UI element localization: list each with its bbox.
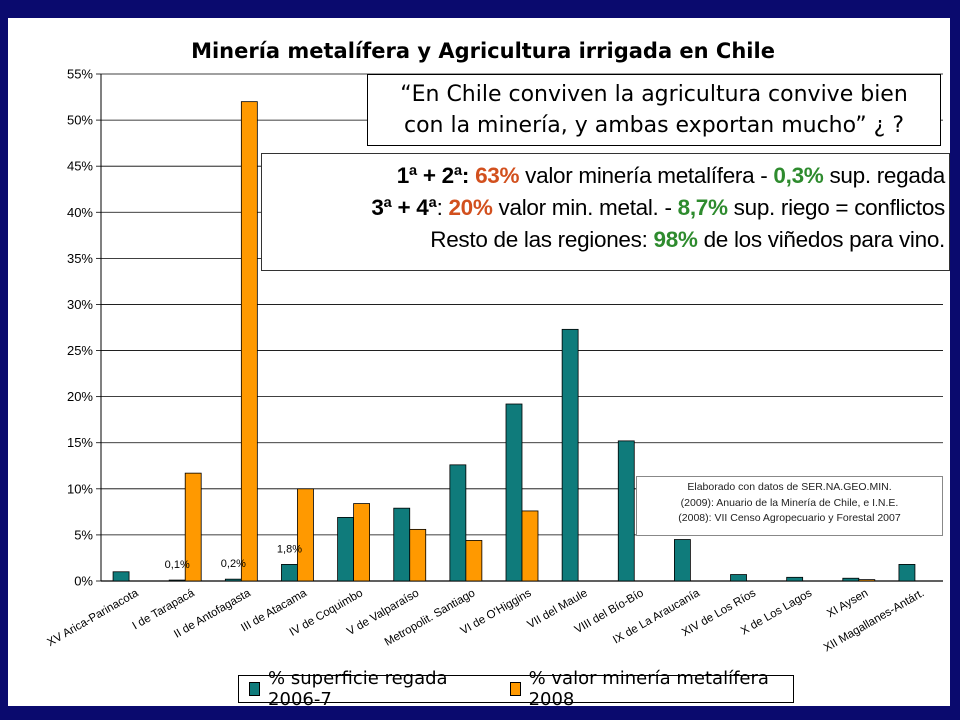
y-tick-label: 50% [67, 113, 93, 128]
info-l2-label: 3ª + 4ª [371, 195, 437, 220]
bar-irrigated [337, 516, 355, 582]
bar-mining [184, 472, 202, 582]
bars [112, 101, 916, 582]
info-l1-text: valor minería metalífera - [519, 163, 774, 188]
info-l3-pct-vineyards: 98% [653, 227, 698, 252]
chart-title: Minería metalífera y Agricultura irrigad… [191, 39, 775, 63]
bar-irrigated [786, 576, 804, 582]
y-tick-label: 0% [74, 574, 93, 589]
bar-irrigated [617, 440, 635, 582]
info-l3-text: Resto de las regiones: [430, 227, 654, 252]
bar-irrigated [842, 577, 860, 582]
bar-irrigated [281, 564, 298, 582]
source-line-3: (2008): VII Censo Agropecuario y Foresta… [678, 512, 901, 524]
bar-irrigated [393, 507, 411, 582]
y-tick-label: 30% [67, 297, 93, 312]
source-note: Elaborado con datos de SER.NA.GEO.MIN. (… [636, 476, 943, 536]
bar-mining [240, 101, 258, 582]
bar-mining [521, 510, 539, 582]
info-l2-colon: : [436, 195, 449, 220]
y-tick-label: 25% [67, 343, 93, 358]
bar-irrigated [505, 403, 523, 582]
data-labels: 0,1% 0,2% 1,8% [165, 543, 303, 571]
data-label: 0,1% [165, 559, 190, 571]
data-label: 1,8% [277, 543, 302, 555]
info-l1-label: 1ª + 2ª: [396, 163, 476, 188]
bar-mining [353, 503, 371, 582]
info-l1-tail: sup. regada [823, 163, 945, 188]
legend: % superficie regada 2006-7 % valor miner… [238, 668, 794, 710]
quote-line-2: con la minería, y ambas exportan mucho” … [403, 113, 905, 138]
bar-mining [409, 528, 427, 582]
bar-irrigated [674, 539, 691, 582]
legend-label-irrigated: % superficie regada 2006-7 [268, 668, 448, 710]
legend-item-mining: % valor minería metalífera 2008 [509, 668, 793, 710]
legend-label-mining: % valor minería metalífera 2008 [528, 668, 769, 710]
info-l2-pct-irrigated: 8,7% [677, 195, 728, 220]
y-tick-label: 20% [67, 389, 93, 404]
y-tick-label: 40% [67, 205, 93, 220]
y-tick-label: 35% [67, 251, 93, 266]
quote-box: “En Chile conviven la agricultura conviv… [367, 74, 941, 146]
bar-irrigated [730, 574, 747, 582]
info-l3-tail: de los viñedos para vino. [697, 227, 946, 252]
bar-irrigated [112, 571, 130, 582]
info-line-3: Resto de las regiones: 98% de los viñedo… [262, 224, 945, 256]
legend-swatch-orange [509, 682, 521, 696]
source-line-2: (2009): Anuario de la Minería de Chile, … [680, 496, 899, 509]
y-axis-tick-labels: 0% 5% 10% 15% 20% 25% 30% 35% 40% 45% 50% 55% [67, 67, 93, 589]
info-line-2: 3ª + 4ª: 20% valor min. metal. - 8,7% su… [262, 192, 945, 224]
source-line-1: Elaborado con datos de SER.NA.GEO.MIN. [687, 481, 892, 493]
bar-irrigated [449, 464, 467, 582]
bar-irrigated [898, 564, 916, 582]
info-l2-text: valor min. metal. - [492, 195, 678, 220]
legend-swatch-teal [249, 682, 261, 696]
y-tick-label: 10% [67, 481, 93, 496]
bar-mining [297, 488, 314, 582]
bar-irrigated [561, 328, 579, 582]
bar-irrigated [168, 579, 186, 582]
info-l1-pct-mining: 63% [475, 163, 520, 188]
y-tick-label: 15% [67, 435, 93, 450]
info-line-1: 1ª + 2ª: 63% valor minería metalífera - … [262, 160, 946, 192]
info-l1-pct-irrigated: 0,3% [773, 163, 824, 188]
bar-mining [465, 540, 483, 582]
bar-irrigated [224, 578, 242, 582]
y-tick-label: 5% [74, 527, 93, 542]
info-box: 1ª + 2ª: 63% valor minería metalífera - … [261, 153, 950, 271]
quote-line-1: “En Chile conviven la agricultura conviv… [400, 82, 908, 107]
bar-mining [858, 579, 876, 582]
data-label: 0,2% [221, 558, 246, 570]
y-tick-label: 55% [67, 67, 93, 82]
legend-item-irrigated: % superficie regada 2006-7 [249, 668, 494, 710]
info-l2-tail: sup. riego = conflictos [727, 195, 946, 220]
info-l2-pct-mining: 20% [448, 195, 493, 220]
y-tick-label: 45% [67, 159, 93, 174]
